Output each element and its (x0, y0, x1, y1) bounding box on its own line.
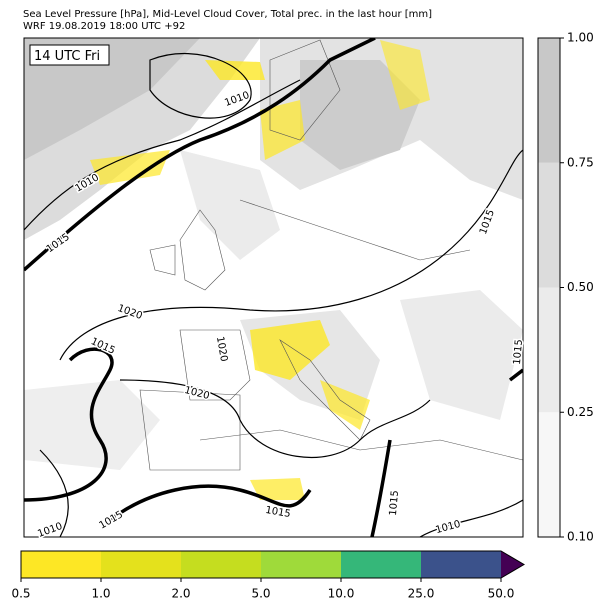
colorbar-segment (341, 551, 421, 578)
tick-label: 10.0 (328, 587, 355, 601)
tick-label: 0.75 (567, 155, 594, 169)
tick-label: 50.0 (488, 587, 515, 601)
colorbar-frame (20, 550, 525, 579)
isobar-label: 1015 (388, 490, 401, 516)
colorbar-segment (538, 412, 560, 537)
tick-label: 25.0 (408, 587, 435, 601)
cloud-area (300, 60, 420, 170)
precip-area (90, 150, 170, 185)
precip-area (320, 380, 370, 430)
title-line: Sea Level Pressure [hPa], Mid-Level Clou… (23, 9, 432, 20)
coastlines (139, 39, 523, 471)
tick-label: 1.0 (91, 587, 110, 601)
colorbar-segment (261, 551, 341, 578)
cloud-area (180, 150, 280, 260)
time-label: 14 UTC Fri (34, 49, 100, 64)
tick-label: 1.00 (567, 31, 594, 45)
precip-area (205, 60, 265, 80)
isobars-thick (24, 38, 523, 537)
isobar-label: 1015 (512, 339, 525, 365)
tick-label: 0.25 (567, 405, 594, 419)
precip-area (250, 320, 330, 380)
colorbar-segment (421, 551, 501, 578)
precip-area (260, 100, 305, 160)
cloud-area (24, 38, 200, 160)
colorbar-segment (538, 38, 560, 163)
colorbar-segment (21, 551, 101, 578)
time-box (29, 44, 110, 66)
precip-area (250, 478, 305, 500)
title-line: WRF 19.08.2019 18:00 UTC +92 (23, 21, 185, 32)
cloud-colorbar: 0.10 0.25 0.50 0.75 1.00 (537, 31, 594, 544)
tick-label: 0.10 (567, 530, 594, 544)
cloud-area (400, 290, 523, 420)
colorbar-segment (538, 287, 560, 413)
tick-label: 0.5 (11, 587, 30, 601)
isobars (24, 52, 523, 537)
colorbar-segment (538, 162, 560, 288)
map-frame (23, 37, 524, 538)
colorbar-segment (101, 551, 181, 578)
colorbar-extend (501, 551, 524, 578)
colorbar-segment (181, 551, 261, 578)
precip-colorbar: 0.5 1.0 2.0 5.0 10.0 25.0 50.0 (11, 550, 525, 601)
tick-label: 2.0 (171, 587, 190, 601)
tick-label: 0.50 (567, 280, 594, 294)
tick-label: 5.0 (251, 587, 270, 601)
precip-area (380, 40, 430, 110)
